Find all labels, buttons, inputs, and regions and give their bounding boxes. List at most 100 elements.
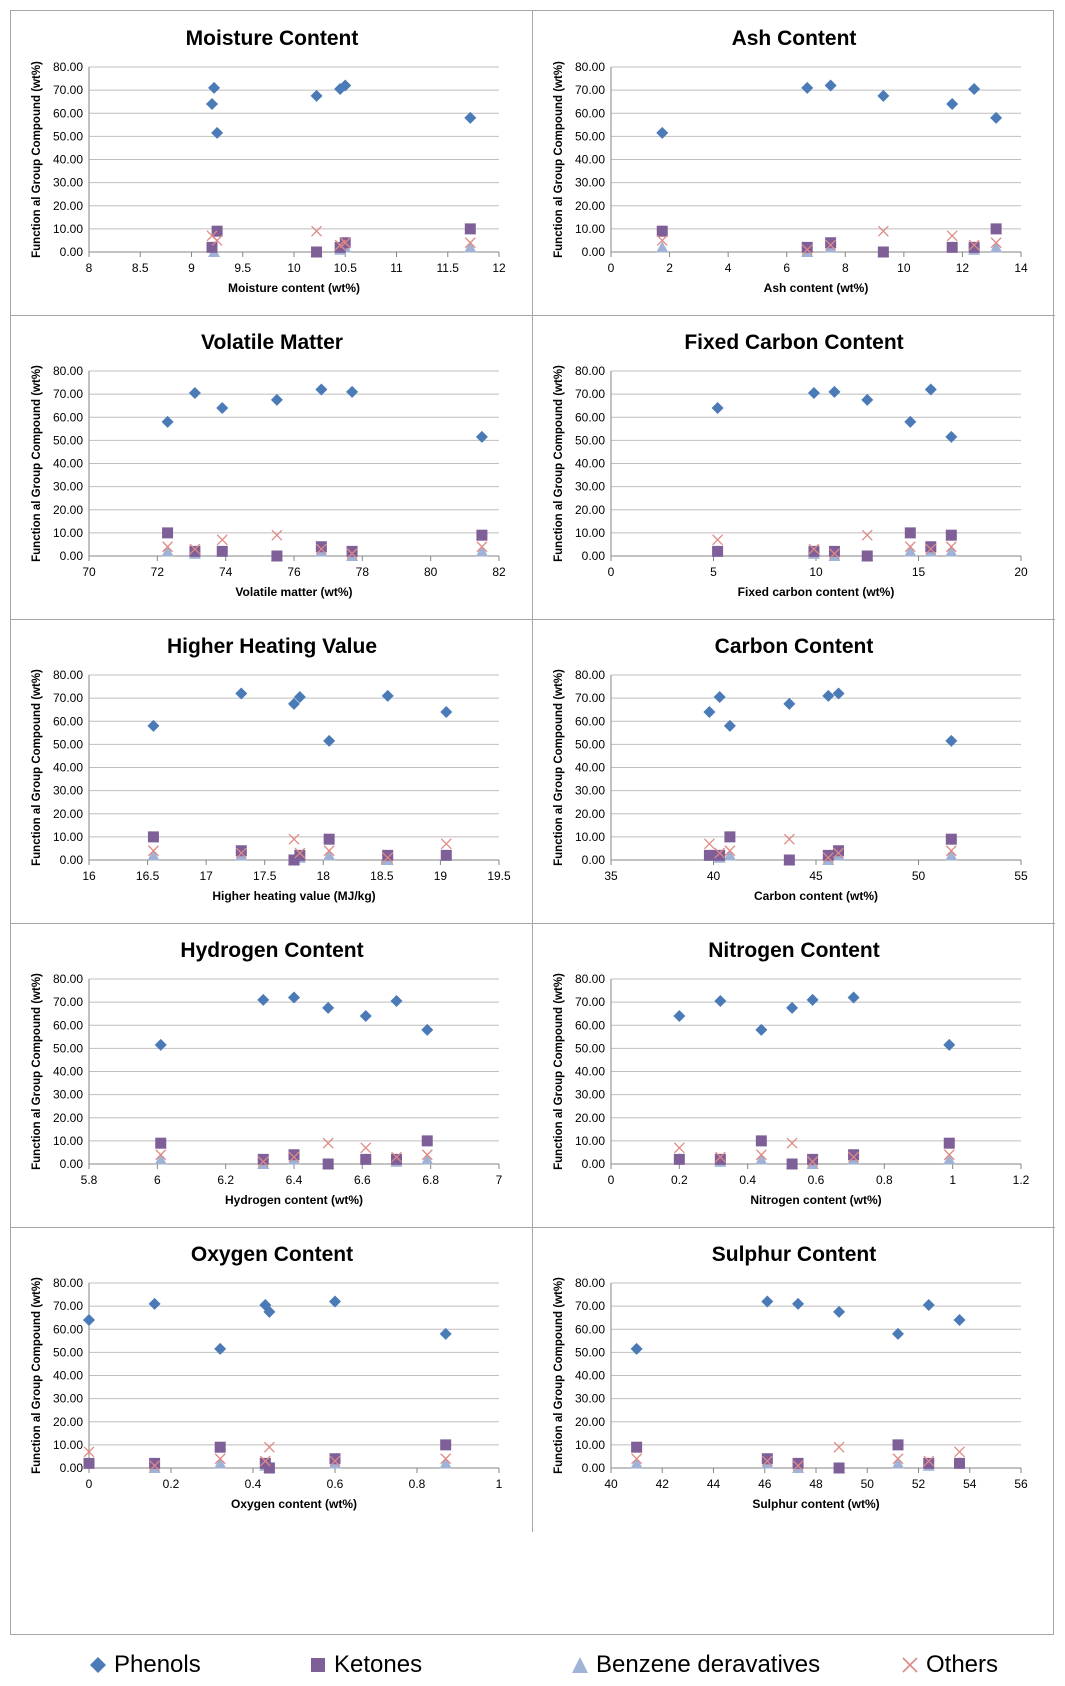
y-tick-label: 40.00 [53,1065,83,1079]
others-point [214,1453,226,1465]
square-marker-icon [311,1658,325,1672]
x-tick-label: 54 [963,1477,977,1491]
phenols-point [346,385,359,398]
y-tick-label: 20.00 [575,1111,605,1125]
chart-oxygen-content: Oxygen Content 0.00 10.00 20.00 30.00 40.00 50… [31,1227,533,1532]
phenols-point [711,402,724,414]
others-point [323,845,335,857]
ketones-point [714,849,726,861]
y-tick-label: 70.00 [575,83,605,97]
x-tick-label: 55 [1014,869,1028,883]
y-tick-label: 60.00 [575,106,605,120]
y-tick-label: 10.00 [53,830,83,844]
x-tick-label: 10 [897,261,911,275]
x-tick-label: 18.5 [370,869,394,883]
ketones-point [712,545,724,557]
x-tick-label: 0.6 [808,1173,825,1187]
phenols-point [783,697,796,710]
y-axis-label: Function al Group Compound (wt%) [31,365,43,562]
others-point [288,833,300,845]
chart-title: Volatile Matter [201,331,343,354]
ketones-point [83,1457,95,1469]
x-marker-icon [902,1657,918,1673]
ketones-point [440,849,452,861]
ketones-point [945,529,957,541]
ketones-point [848,1149,860,1161]
phenols-point [188,386,201,399]
phenols-point [464,111,477,124]
benzene-deravatives-point [154,1153,167,1165]
chart-title: Sulphur Content [712,1243,876,1266]
y-tick-label: 30.00 [53,1392,83,1406]
x-tick-label: 6.2 [217,1173,234,1187]
y-tick-label: 30.00 [53,784,83,798]
phenols-point [270,393,283,406]
x-tick-label: 1 [949,1173,956,1187]
y-tick-label: 0.00 [60,245,84,259]
y-tick-label: 50.00 [53,1345,83,1359]
x-tick-label: 50 [912,869,926,883]
x-tick-label: 0.8 [409,1477,426,1491]
chart-moisture-content: Moisture Content 0.00 10.00 20.00 30.00 40.00… [11,11,533,316]
phenols-point [656,126,669,139]
ketones-point [904,527,916,539]
others-point [968,239,980,251]
others-point [755,1149,767,1161]
ketones-point [825,237,837,249]
x-tick-label: 16 [82,869,96,883]
y-tick-label: 70.00 [575,1299,605,1313]
ketones-point [703,849,715,861]
ketones-point [861,550,873,562]
others-point [329,1455,341,1467]
y-tick-label: 10.00 [575,1134,605,1148]
x-axis-label: Fixed carbon content (wt%) [738,585,895,599]
chart-title: Moisture Content [186,27,359,50]
x-tick-label: 0.6 [327,1477,344,1491]
ketones-point [288,1149,300,1161]
x-tick-label: 2 [666,261,673,275]
others-point [946,230,958,242]
ketones-point [892,1439,904,1451]
y-tick-label: 80.00 [575,972,605,986]
others-point [848,1151,860,1163]
ketones-point [714,1153,726,1165]
x-tick-label: 0 [608,1173,615,1187]
chart-higher-heating-value: Higher Heating Value 0.00 10.00 20.00 30.00 4… [11,619,533,924]
y-tick-label: 20.00 [53,503,83,517]
phenols-point [786,1001,799,1014]
ketones-point [808,545,820,557]
y-tick-label: 0.00 [582,245,606,259]
x-tick-label: 82 [492,565,506,579]
chart-grid: Moisture Content 0.00 10.00 20.00 30.00 40.00… [10,10,1055,1635]
phenols-point [861,393,874,406]
y-tick-label: 20.00 [53,1415,83,1429]
y-tick-label: 80.00 [53,364,83,378]
y-axis-label: Function al Group Compound (wt%) [553,61,565,258]
phenols-point [83,1314,95,1326]
ketones-point [294,849,306,861]
others-point [954,1446,965,1458]
others-point [673,1142,685,1154]
others-point [861,529,873,541]
others-point [271,529,283,541]
y-tick-label: 30.00 [575,784,605,798]
phenols-point [257,993,270,1006]
ketones-point [631,1441,643,1453]
y-tick-label: 40.00 [53,153,83,167]
y-tick-label: 30.00 [53,480,83,494]
phenols-point [439,1327,452,1340]
y-tick-label: 80.00 [575,364,605,378]
others-point [724,845,736,857]
ketones-point [235,845,247,857]
ketones-point [945,833,957,845]
chart-title: Carbon Content [715,635,874,658]
y-tick-label: 0.00 [582,549,606,563]
x-tick-label: 10 [809,565,823,579]
ketones-point [162,527,174,539]
chart-title: Fixed Carbon Content [684,331,903,354]
y-tick-label: 10.00 [53,222,83,236]
benzene-deravatives-point [475,545,488,557]
ketones-point [360,1153,372,1165]
y-tick-label: 20.00 [575,199,605,213]
y-tick-label: 50.00 [53,737,83,751]
